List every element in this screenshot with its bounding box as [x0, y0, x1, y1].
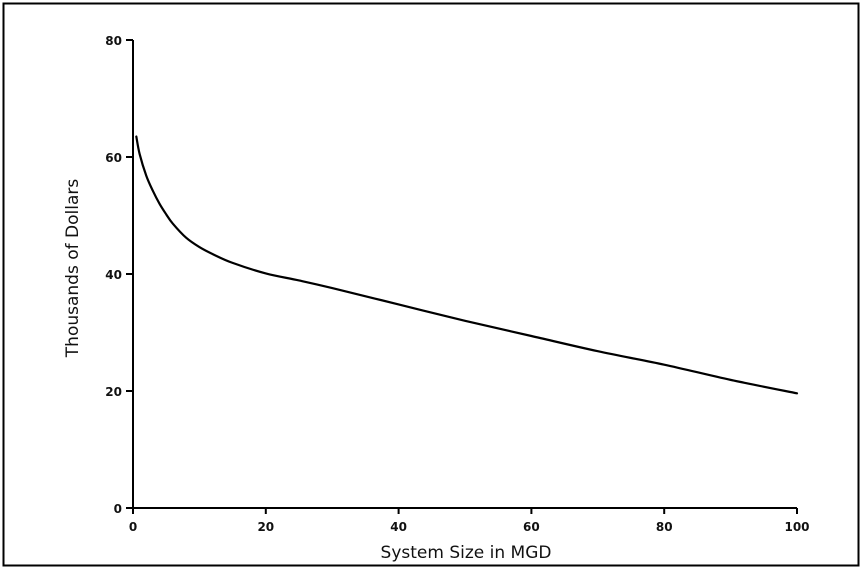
x-tick-label: 0 — [129, 520, 137, 534]
x-axis-title: System Size in MGD — [381, 543, 552, 563]
y-tick-label: 0 — [114, 502, 122, 516]
y-tick-label: 40 — [105, 268, 122, 282]
y-tick-label: 20 — [105, 385, 122, 399]
y-axis-title: Thousands of Dollars — [63, 179, 83, 359]
figure-border — [2, 2, 860, 567]
series-layer — [135, 135, 799, 395]
x-tick-label: 100 — [784, 520, 809, 534]
y-tick-label: 80 — [105, 34, 122, 48]
x-axis-ticks: 0 20 40 60 80 100 — [129, 508, 810, 534]
axes — [132, 40, 797, 509]
x-tick-label: 80 — [656, 520, 673, 534]
x-tick-label: 20 — [257, 520, 274, 534]
series-line — [135, 135, 799, 395]
x-tick-label: 60 — [523, 520, 540, 534]
y-axis-ticks: 0 20 40 60 80 — [105, 34, 133, 516]
y-tick-label: 60 — [105, 151, 122, 165]
x-tick-label: 40 — [390, 520, 407, 534]
